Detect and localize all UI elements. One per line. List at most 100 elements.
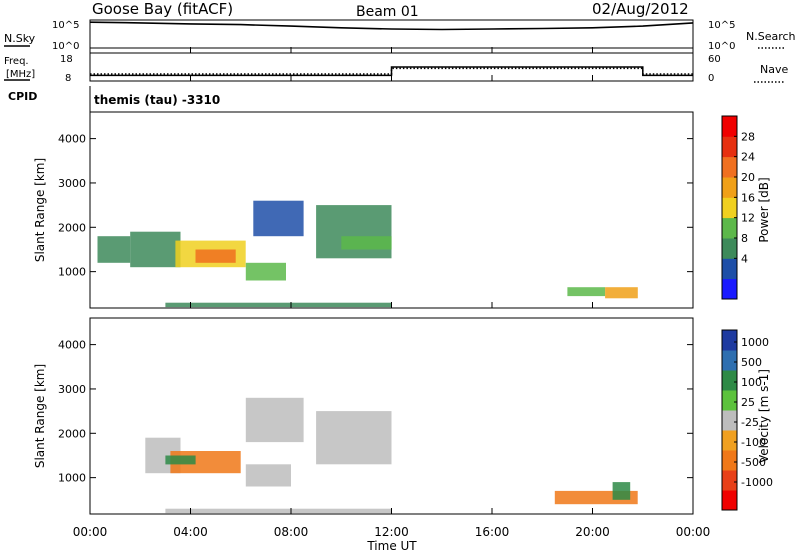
- date-title: 02/Aug/2012: [592, 0, 689, 18]
- nsky-series-line: [89, 21, 694, 31]
- y-tick-label: 4000: [58, 133, 86, 146]
- colorbar-tick-label: 25: [741, 396, 755, 409]
- colorbar-tick-label: -100: [741, 436, 766, 449]
- y-tick-label: 3000: [58, 177, 86, 190]
- colorbar-tick-label: -500: [741, 456, 766, 469]
- y-tick-label: 2000: [58, 427, 86, 440]
- nsky-label: N.Sky: [4, 32, 36, 45]
- colorbar-swatch: [722, 177, 737, 198]
- power-colorbar: 28 24 20 16 12 8 4: [721, 115, 755, 300]
- colorbar-frame: [721, 329, 738, 511]
- x-axis-label: Time UT: [366, 539, 417, 553]
- colorbar-swatch: [722, 450, 737, 471]
- power-region-8: [567, 287, 606, 297]
- station-title: Goose Bay (fitACF): [92, 0, 233, 18]
- colorbar-swatch: [722, 278, 737, 300]
- colorbar-swatch: [722, 430, 737, 451]
- freq-right-tick-bottom: 0: [708, 73, 714, 84]
- freq-label: Freq.: [4, 56, 29, 67]
- colorbar-swatch: [722, 350, 737, 371]
- colorbar-tick-label: 100: [741, 376, 762, 389]
- colorbar-swatch: [722, 217, 737, 239]
- velocity-region-4: [245, 397, 304, 443]
- colorbar-tick-label: 4: [741, 252, 748, 265]
- y-tick-label: 4000: [58, 339, 86, 352]
- x-tick-label: 12:00: [374, 525, 409, 539]
- cpid-label: CPID: [8, 90, 37, 103]
- velocity-region-8: [165, 508, 392, 514]
- power-region-10: [165, 302, 392, 308]
- velocity-colorbar-label: Velocity [m s-1]: [757, 369, 771, 463]
- colorbar-swatch: [722, 116, 737, 137]
- x-tick-label: 20:00: [575, 525, 610, 539]
- velocity-region-7: [612, 482, 631, 500]
- power-region-0: [97, 236, 131, 263]
- power-y-ticks: 4000 3000 2000 1000: [58, 133, 693, 279]
- colorbar-tick-label: 500: [741, 356, 762, 369]
- freq-right-tick-top: 60: [708, 54, 721, 65]
- colorbar-swatch: [722, 238, 737, 259]
- power-heatmap-cells: [97, 200, 638, 308]
- colorbar-tick-label: -1000: [741, 476, 773, 489]
- colorbar-swatch: [722, 390, 737, 411]
- freq-tick-bottom: 8: [65, 73, 71, 84]
- y-tick-label: 1000: [58, 472, 86, 485]
- freq-unit-label: [MHz]: [6, 69, 35, 80]
- velocity-y-ticks: 4000 3000 2000 1000: [58, 339, 693, 485]
- colorbar-swatch: [722, 330, 737, 351]
- velocity-colorbar: 1000 500 100 25 -25 -100 -500 -1000: [721, 329, 773, 511]
- colorbar-frame: [721, 115, 738, 300]
- time-axis-ticks: 00:00 04:00 08:00 12:00 16:00 20:00 00:00: [73, 47, 711, 539]
- nsky-right-tick-top: 10^5: [708, 20, 735, 31]
- power-colorbar-label: Power [dB]: [757, 177, 771, 242]
- freq-series-line: [90, 66, 693, 77]
- colorbar-tick-label: 1000: [741, 336, 769, 349]
- beam-title: Beam 01: [356, 4, 419, 20]
- colorbar-swatch: [722, 258, 737, 280]
- power-region-9: [605, 287, 638, 299]
- power-region-7: [341, 236, 392, 250]
- x-tick-label: 00:00: [73, 525, 108, 539]
- velocity-region-3: [245, 464, 291, 487]
- velocity-heatmap-cells: [145, 397, 638, 514]
- power-panel: 4000 3000 2000 1000 Slant Range [km] 28 24 20…: [33, 111, 771, 309]
- colorbar-swatch: [722, 470, 737, 491]
- colorbar-tick-label: 20: [741, 171, 755, 184]
- y-tick-label: 1000: [58, 266, 86, 279]
- velocity-region-2: [165, 455, 196, 465]
- nsearch-label: N.Search: [746, 30, 796, 43]
- colorbar-tick-label: 12: [741, 212, 755, 225]
- y-tick-label: 3000: [58, 383, 86, 396]
- power-y-label: Slant Range [km]: [33, 158, 47, 262]
- x-tick-label: 16:00: [475, 525, 510, 539]
- nsky-panel: N.Sky 10^5 10^0 10^5 10^0 N.Search: [4, 19, 796, 52]
- freq-panel: Freq. [MHz] 18 8 60 0 Nave: [4, 52, 788, 84]
- x-tick-label: 08:00: [274, 525, 309, 539]
- nsky-right-tick-bottom: 10^0: [708, 41, 735, 52]
- x-tick-label: 00:00: [676, 525, 711, 539]
- colorbar-swatch: [722, 156, 737, 178]
- colorbar-tick-label: 28: [741, 130, 755, 143]
- colorbar-swatch: [722, 410, 737, 431]
- colorbar-tick-label: 8: [741, 232, 748, 245]
- power-region-5: [253, 200, 304, 237]
- colorbar-tick-label: 16: [741, 191, 755, 204]
- power-region-3: [195, 249, 236, 263]
- colorbar-swatch: [722, 197, 737, 219]
- nsky-tick-bottom: 10^0: [52, 41, 79, 52]
- power-region-6: [316, 205, 392, 259]
- colorbar-swatch: [722, 490, 737, 511]
- power-region-4: [245, 262, 286, 281]
- velocity-region-5: [316, 411, 392, 465]
- cpid-value: themis (tau) -3310: [94, 93, 220, 107]
- power-region-1: [130, 231, 181, 268]
- freq-tick-top: 18: [60, 54, 73, 65]
- colorbar-swatch: [722, 136, 737, 158]
- colorbar-tick-label: 24: [741, 151, 755, 164]
- nave-label: Nave: [760, 63, 788, 76]
- colorbar-tick-label: -25: [741, 416, 759, 429]
- y-tick-label: 2000: [58, 221, 86, 234]
- colorbar-swatch: [722, 370, 737, 391]
